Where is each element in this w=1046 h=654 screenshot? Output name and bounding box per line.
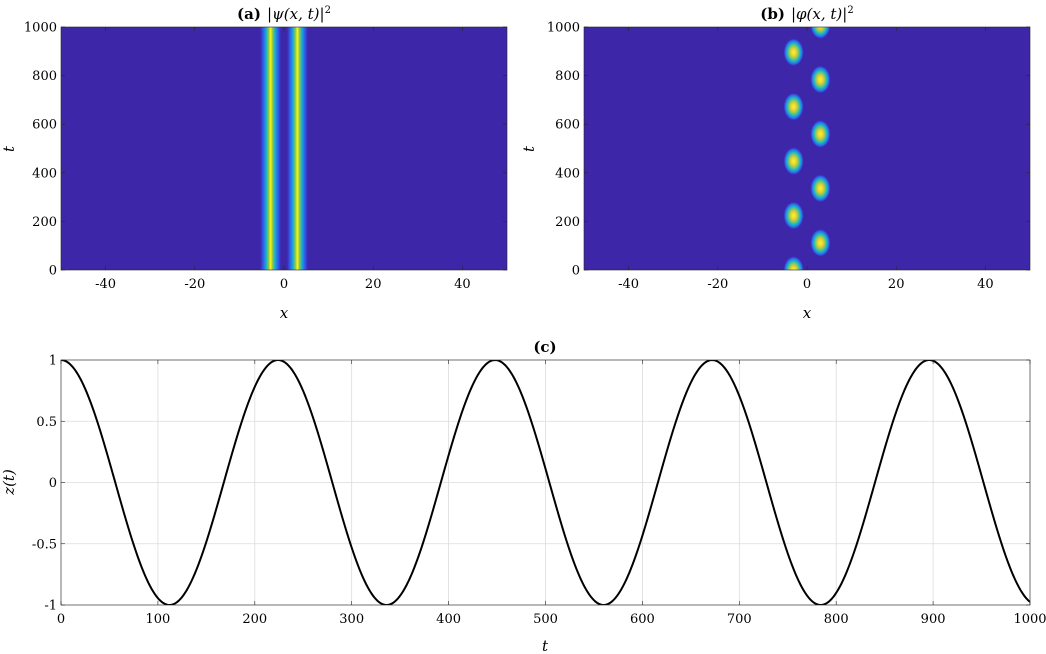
panel-a-heatmap xyxy=(260,27,308,270)
y-tick-label: 400 xyxy=(32,166,57,181)
x-tick-label: 100 xyxy=(145,612,170,627)
x-tick-label: 200 xyxy=(242,612,267,627)
y-tick-label: 400 xyxy=(555,166,580,181)
blob-mark-3 xyxy=(783,147,804,176)
panel-a-title-expr: |ψ(x, t)| xyxy=(267,5,325,23)
y-tick-label: 600 xyxy=(555,118,580,133)
x-tick-label: 500 xyxy=(533,612,558,627)
y-tick-label: 0.5 xyxy=(36,415,57,430)
panel-c-xlabel: t xyxy=(542,637,549,654)
blob-mark-2 xyxy=(783,201,804,230)
x-tick-label: 800 xyxy=(824,612,849,627)
blob-mark-5 xyxy=(783,38,804,67)
x-tick-label: 0 xyxy=(803,277,811,292)
panel-a-ylabel: t xyxy=(0,145,18,152)
y-tick-label: 0 xyxy=(49,264,57,279)
panel-b-title-exp: 2 xyxy=(847,5,853,16)
panel-b: (b) |φ(x, t)|2 -40 -20 0 20 40020040060080010… xyxy=(520,5,1031,322)
x-tick-label: 700 xyxy=(727,612,752,627)
x-tick-label: 40 xyxy=(454,277,471,292)
y-tick-label: 1 xyxy=(49,354,57,369)
panel-c-title: (c) xyxy=(533,338,556,356)
panel-b-xlabel: x xyxy=(803,304,812,322)
y-tick-label: 800 xyxy=(555,69,580,84)
y-tick-label: 1000 xyxy=(24,21,57,36)
x-tick-label: 0 xyxy=(280,277,288,292)
x-tick-label: -20 xyxy=(707,277,728,292)
series-line-1 xyxy=(61,360,1030,605)
blob-mark-6 xyxy=(810,228,831,257)
x-tick-label: 600 xyxy=(630,612,655,627)
y-tick-label: 0 xyxy=(49,476,57,491)
x-tick-label: -40 xyxy=(95,277,116,292)
panel-b-title: (b) |φ(x, t)|2 xyxy=(760,5,853,23)
x-tick-label: -20 xyxy=(184,277,205,292)
panel-c-ylabel: z(t) xyxy=(0,469,18,496)
blob-mark-10 xyxy=(810,27,831,40)
panel-a-background xyxy=(61,27,507,270)
y-tick-label: -0.5 xyxy=(32,537,57,552)
blob-mark-7 xyxy=(810,174,831,203)
panel-c: (c) 0 100 200 300 400 500 600 700 800 900 1000 -1 -0… xyxy=(0,338,1046,654)
y-tick-label: 1000 xyxy=(547,21,580,36)
panel-a-title: (a) |ψ(x, t)|2 xyxy=(237,5,331,23)
panel-b-ylabel: t xyxy=(520,145,538,152)
blob-mark-9 xyxy=(810,65,831,94)
x-tick-label: 0 xyxy=(57,612,65,627)
panel-c-ticks: 0 100 200 300 400 500 600 700 800 900 1000 -1 -0.5 0 0… xyxy=(32,354,1046,628)
panel-b-title-tag: (b) xyxy=(760,5,785,23)
y-tick-label: 200 xyxy=(32,215,57,230)
y-tick-label: 0 xyxy=(572,264,580,279)
panel-a: (a) |ψ(x, t)|2 -40 -20 0 20 40020040060080010… xyxy=(0,5,508,322)
panel-a-xlabel: x xyxy=(280,304,289,322)
panel-c-title-tag: (c) xyxy=(533,338,556,356)
x-tick-label: -40 xyxy=(618,277,639,292)
x-tick-label: 400 xyxy=(436,612,461,627)
y-tick-label: -1 xyxy=(44,599,57,614)
x-tick-label: 300 xyxy=(339,612,364,627)
stripe-mark-1 xyxy=(260,27,282,270)
y-tick-label: 800 xyxy=(32,69,57,84)
blob-mark-1 xyxy=(783,255,804,270)
panel-c-plot xyxy=(61,360,1030,605)
x-tick-label: 40 xyxy=(977,277,994,292)
stripe-mark-2 xyxy=(286,27,308,270)
x-tick-label: 900 xyxy=(921,612,946,627)
x-tick-label: 1000 xyxy=(1013,612,1046,627)
blob-mark-8 xyxy=(810,119,831,149)
y-tick-label: 200 xyxy=(555,215,580,230)
panel-b-background xyxy=(584,27,1030,270)
blob-mark-4 xyxy=(783,92,804,121)
y-tick-label: 600 xyxy=(32,118,57,133)
panel-a-title-tag: (a) xyxy=(237,5,261,23)
panel-b-title-expr: |φ(x, t)| xyxy=(791,5,847,23)
x-tick-label: 20 xyxy=(365,277,382,292)
panel-a-title-exp: 2 xyxy=(325,5,331,16)
x-tick-label: 20 xyxy=(888,277,905,292)
panel-b-heatmap xyxy=(783,27,831,270)
